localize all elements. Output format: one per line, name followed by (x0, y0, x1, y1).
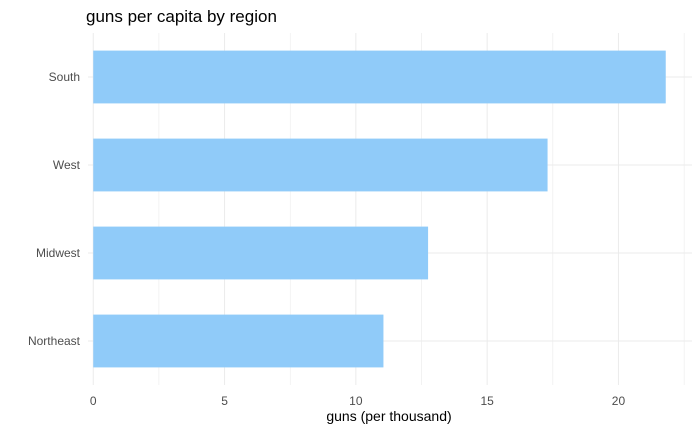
bars (93, 50, 666, 368)
y-tick-label: South (49, 70, 80, 84)
bar-south (93, 50, 666, 104)
y-tick-label: West (53, 158, 81, 172)
x-tick-label: 0 (90, 394, 97, 408)
chart-title: guns per capita by region (86, 7, 277, 26)
y-tick-label: Midwest (36, 246, 81, 260)
x-tick-label: 10 (349, 394, 363, 408)
x-tick-labels: 0 5 10 15 20 (90, 394, 626, 408)
x-tick-label: 15 (480, 394, 494, 408)
bar-northeast (93, 314, 384, 368)
y-tick-label: Northeast (28, 334, 81, 348)
bar-midwest (93, 226, 429, 280)
x-tick-label: 20 (612, 394, 626, 408)
bar-west (93, 138, 548, 192)
x-axis-title: guns (per thousand) (326, 408, 451, 424)
y-tick-labels: South West Midwest Northeast (28, 70, 81, 348)
x-tick-label: 5 (221, 394, 228, 408)
